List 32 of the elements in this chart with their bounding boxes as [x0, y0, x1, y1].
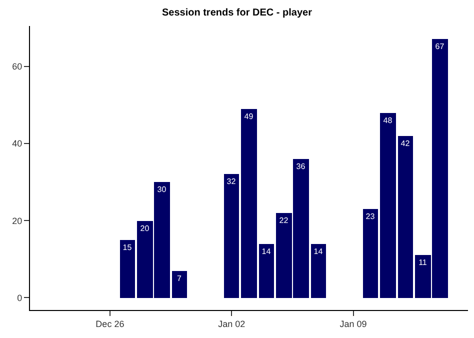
y-tick-label: 60 [12, 62, 22, 72]
data-label: 15 [122, 243, 132, 252]
chart-title: Session trends for DEC - player [162, 7, 312, 18]
y-tick-label: 0 [17, 292, 22, 303]
data-label: 23 [366, 212, 376, 221]
data-label: 22 [279, 216, 289, 225]
y-tick-label: 20 [12, 216, 22, 226]
bar [398, 136, 413, 298]
bar [380, 113, 396, 298]
data-label: 14 [314, 247, 324, 256]
data-label: 42 [400, 139, 410, 148]
x-tick-label: Dec 26 [96, 318, 124, 329]
data-label: 67 [435, 42, 445, 51]
bar [172, 271, 187, 298]
bar [241, 109, 257, 298]
bar [224, 174, 239, 298]
data-label: 48 [383, 116, 393, 125]
data-label: 49 [244, 112, 254, 121]
data-label: 14 [262, 247, 272, 256]
x-tick-label: Jan 09 [340, 318, 367, 329]
bar [311, 244, 326, 298]
data-label: 7 [177, 274, 182, 283]
data-label: 30 [157, 185, 167, 194]
y-tick-label: 40 [12, 138, 22, 149]
data-label: 11 [418, 258, 428, 267]
bar [259, 244, 274, 298]
data-label: 20 [140, 224, 150, 233]
bar [120, 240, 135, 298]
data-label: 36 [296, 162, 306, 171]
bar [363, 209, 378, 298]
x-tick-label: Jan 02 [218, 318, 246, 329]
data-label: 32 [226, 177, 236, 186]
